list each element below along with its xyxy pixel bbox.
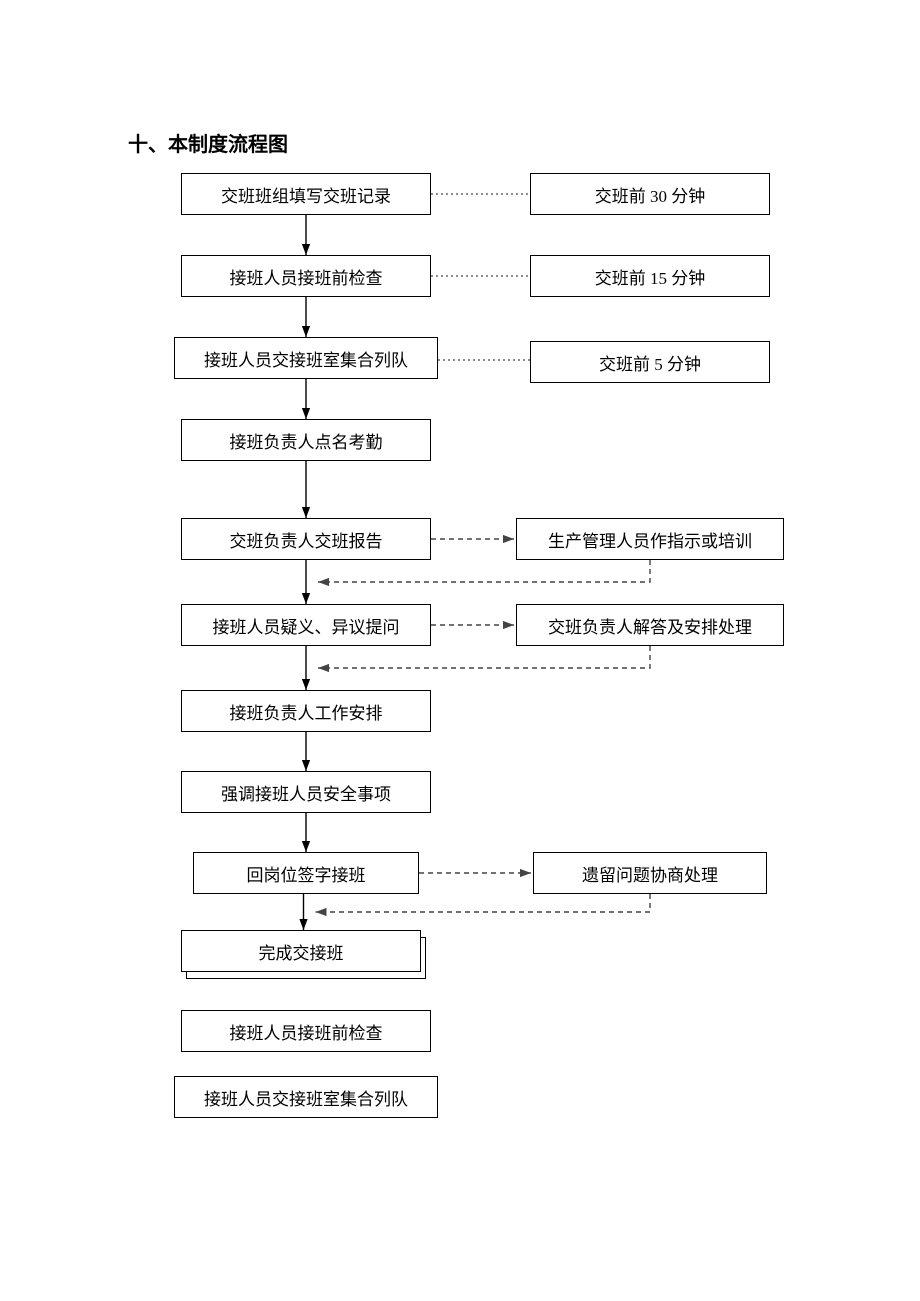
flow-node-n4: 接班负责人点名考勤	[181, 419, 431, 461]
flow-node-n7: 接班负责人工作安排	[181, 690, 431, 732]
flow-node-n1: 交班班组填写交班记录	[181, 173, 431, 215]
page-title: 十、本制度流程图	[128, 128, 288, 157]
flow-node-s5: 生产管理人员作指示或培训	[516, 518, 784, 560]
flow-node-n2: 接班人员接班前检查	[181, 255, 431, 297]
flow-node-s2: 交班前 15 分钟	[530, 255, 770, 297]
flow-node-s9: 遗留问题协商处理	[533, 852, 767, 894]
flow-node-n5: 交班负责人交班报告	[181, 518, 431, 560]
flow-node-n8: 强调接班人员安全事项	[181, 771, 431, 813]
flow-node-s3: 交班前 5 分钟	[530, 341, 770, 383]
flow-node-n6: 接班人员疑义、异议提问	[181, 604, 431, 646]
flow-node-n11: 接班人员接班前检查	[181, 1010, 431, 1052]
flow-node-n10: 完成交接班	[181, 930, 421, 972]
flow-node-n3: 接班人员交接班室集合列队	[174, 337, 438, 379]
flow-node-n9: 回岗位签字接班	[193, 852, 419, 894]
flow-node-n12: 接班人员交接班室集合列队	[174, 1076, 438, 1118]
flow-node-s6: 交班负责人解答及安排处理	[516, 604, 784, 646]
flowchart-arrows	[0, 0, 920, 1301]
flow-node-s1: 交班前 30 分钟	[530, 173, 770, 215]
